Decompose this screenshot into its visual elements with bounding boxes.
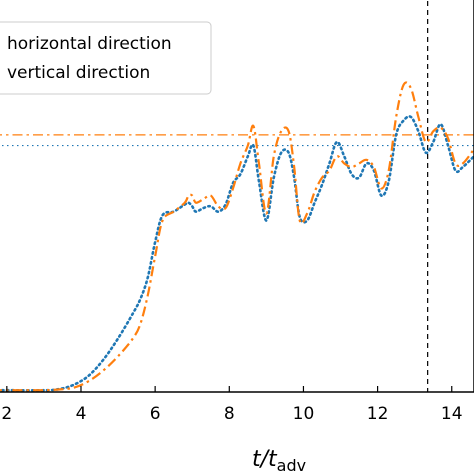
x-axis-label-main: t/t [252, 447, 278, 472]
x-tick-label: 12 [367, 404, 389, 424]
series-line-vertical [0, 81, 474, 392]
x-tick-label: 10 [293, 404, 315, 424]
x-tick-label: 2 [1, 404, 12, 424]
series-line-horizontal [0, 115, 474, 392]
legend-box [0, 21, 212, 95]
x-tick-label: 6 [150, 404, 161, 424]
legend-entry-label: vertical direction [7, 63, 150, 83]
x-axis-label: t/tadv [252, 447, 306, 474]
x-axis-label-sub: adv [277, 456, 306, 474]
reference-lines [0, 0, 474, 392]
legend: horizontal direction vertical direction [0, 21, 212, 95]
x-tick-label: 14 [441, 404, 463, 424]
legend-entry-label: horizontal direction [7, 34, 172, 54]
x-tick-label: 8 [224, 404, 235, 424]
axes-frame [0, 0, 474, 393]
x-tick-label: 4 [76, 404, 87, 424]
series-lines [0, 81, 474, 392]
